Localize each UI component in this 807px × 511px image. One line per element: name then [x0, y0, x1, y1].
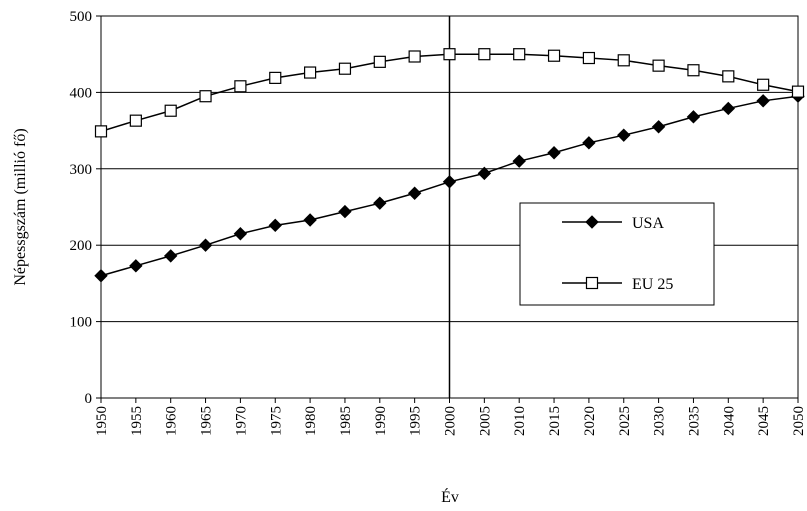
legend-label-usa: USA	[632, 215, 664, 232]
data-point-eu-25	[269, 71, 282, 84]
data-point-usa	[686, 110, 701, 124]
data-point-usa	[547, 146, 561, 160]
data-point-usa	[268, 218, 282, 233]
x-tick-label: 1995	[408, 406, 424, 436]
data-point-eu-25	[443, 48, 456, 61]
data-point-eu-25	[199, 90, 212, 103]
x-tick-label: 1955	[129, 406, 145, 436]
y-tick-label: 100	[70, 315, 93, 331]
y-axis-title: Népessgszám (millió fő)	[12, 128, 29, 285]
data-point-eu-25	[94, 125, 108, 138]
series-group	[94, 48, 805, 283]
data-point-eu-25	[513, 48, 526, 61]
data-point-usa	[442, 175, 457, 189]
y-tick-label: 300	[70, 162, 93, 178]
y-tick-label: 200	[70, 238, 93, 254]
data-point-usa	[373, 196, 387, 210]
data-point-usa	[617, 128, 631, 142]
data-point-eu-25	[373, 55, 386, 68]
data-point-eu-25	[304, 66, 317, 79]
legend-marker-eu-25	[585, 276, 599, 290]
data-point-eu-25	[617, 54, 630, 67]
legend: USA EU 25	[519, 202, 715, 306]
data-point-usa	[129, 259, 143, 273]
x-tick-label: 2050	[791, 406, 807, 436]
axes	[96, 15, 799, 403]
x-tick-label: 1985	[338, 406, 354, 436]
legend-box	[519, 202, 715, 306]
legend-label-eu-25: EU 25	[632, 276, 673, 293]
x-tick-label: 2040	[721, 406, 737, 436]
x-tick-label: 2000	[443, 406, 459, 436]
data-point-usa	[338, 204, 352, 219]
data-point-eu-25	[547, 49, 561, 62]
data-point-eu-25	[582, 51, 596, 65]
y-tick-label: 500	[70, 9, 93, 25]
x-tick-label: 2035	[686, 406, 702, 436]
data-point-usa	[407, 186, 422, 200]
x-tick-label: 2045	[756, 406, 772, 436]
series-eu-25	[94, 48, 805, 138]
data-point-usa	[721, 101, 736, 116]
data-point-usa	[651, 120, 666, 134]
y-tick-labels: 0 100 200 300 400 500	[70, 9, 93, 407]
x-tick-label: 1965	[199, 406, 215, 436]
data-point-usa	[163, 249, 178, 263]
y-tick-label: 400	[70, 85, 93, 101]
x-tick-label: 2010	[512, 406, 528, 436]
x-tick-labels: 1950 1955 1960 1965 1970 1975 1980 1985 1990 1995…	[94, 406, 807, 436]
data-point-eu-25	[478, 48, 491, 61]
y-tick-label: 0	[85, 391, 93, 407]
data-point-eu-25	[687, 64, 700, 77]
data-point-eu-25	[757, 78, 770, 91]
legend-marker-usa	[585, 215, 599, 229]
data-point-usa	[303, 213, 317, 227]
data-point-eu-25	[234, 80, 247, 93]
x-tick-label: 1970	[233, 406, 249, 436]
x-tick-label: 2020	[582, 406, 598, 436]
data-point-usa	[233, 227, 248, 241]
data-point-usa	[198, 238, 213, 252]
x-tick-label: 2025	[617, 406, 633, 436]
data-point-eu-25	[722, 70, 735, 83]
x-tick-label: 1960	[164, 406, 180, 436]
data-point-usa	[94, 269, 108, 283]
data-point-usa	[512, 154, 526, 168]
data-point-eu-25	[338, 62, 352, 75]
x-tick-label: 2005	[477, 406, 493, 436]
data-point-eu-25	[791, 85, 805, 98]
x-tick-label: 2030	[652, 406, 668, 436]
data-point-usa	[582, 136, 596, 150]
data-point-eu-25	[408, 50, 421, 63]
data-point-eu-25	[164, 104, 177, 117]
x-tick-label: 1975	[268, 406, 284, 436]
x-tick-label: 2015	[547, 406, 563, 436]
data-point-usa	[756, 94, 770, 108]
x-axis-title: Év	[441, 487, 459, 506]
data-point-usa	[477, 166, 492, 181]
data-point-eu-25	[129, 114, 142, 127]
x-tick-label: 1990	[373, 406, 389, 436]
x-tick-label: 1980	[303, 406, 319, 436]
data-point-eu-25	[652, 59, 665, 72]
x-tick-label: 1950	[94, 406, 110, 436]
